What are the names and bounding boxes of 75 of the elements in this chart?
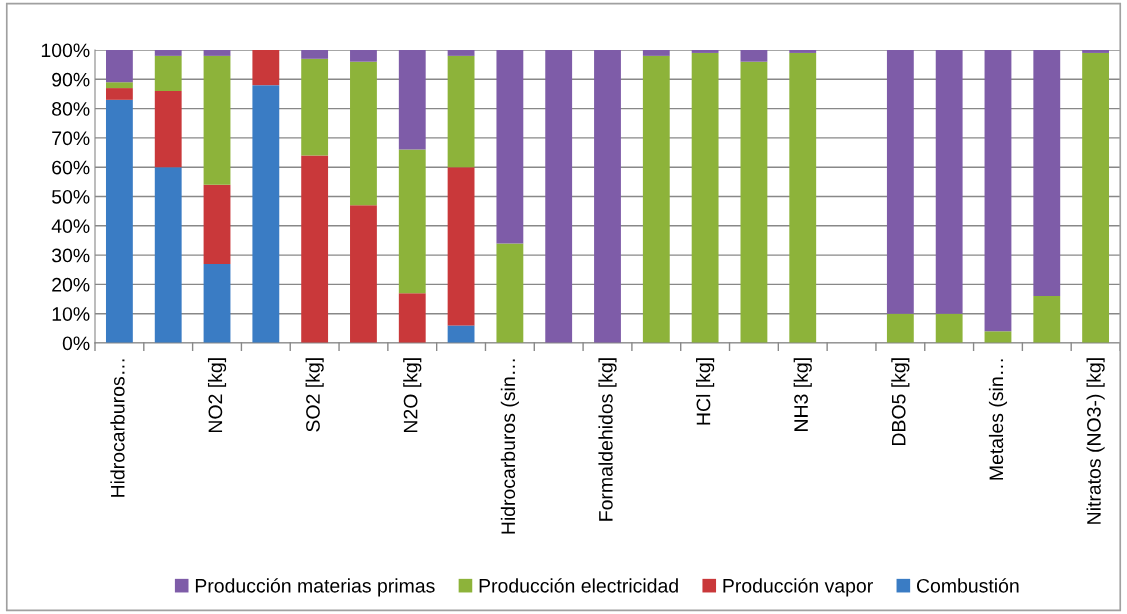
bar	[398, 149, 426, 294]
y-tick-label: 10%	[52, 307, 90, 321]
legend-label: Producción vapor	[723, 578, 873, 597]
bar	[691, 52, 719, 343]
y-tick-label: 0%	[62, 336, 90, 351]
bar	[105, 99, 133, 343]
bar	[447, 55, 475, 168]
bar	[1082, 50, 1110, 53]
bar	[105, 82, 133, 89]
x-tick-label: NO2 [kg]	[207, 358, 227, 433]
bar	[642, 50, 670, 56]
bar	[447, 50, 475, 56]
y-tick-label: 60%	[52, 160, 90, 175]
x-tick-label: Metales (sin…	[988, 359, 1008, 480]
bar	[740, 61, 768, 343]
y-tick-label: 30%	[51, 248, 90, 263]
bar	[594, 50, 621, 343]
y-tick-label: 70%	[52, 131, 90, 146]
x-tick-label: DBO5 [kg]	[891, 358, 910, 445]
bar	[398, 293, 426, 343]
bar	[1033, 50, 1061, 297]
legend-label: Producción materias primas	[195, 578, 435, 597]
bar	[105, 88, 133, 100]
bar	[984, 50, 1012, 332]
y-tick-label: 50%	[52, 189, 90, 204]
bar	[691, 50, 719, 53]
bar	[154, 91, 182, 168]
bar	[789, 52, 817, 343]
bar	[350, 50, 377, 62]
legend-label: Combustión	[916, 578, 1019, 593]
x-tick-label: Hidrocarburos…	[110, 359, 125, 497]
bar	[789, 50, 817, 53]
x-tick-label: HCl [kg]	[696, 358, 715, 425]
bar	[203, 263, 231, 343]
bar	[1082, 52, 1110, 343]
y-tick-label: 40%	[51, 219, 90, 234]
x-tick-label: Nitratos (NO3-) [kg]	[1086, 358, 1105, 524]
bar	[203, 55, 231, 185]
x-tick-label: NH3 [kg]	[793, 358, 812, 431]
bar	[886, 50, 914, 314]
y-tick-label: 100%	[41, 43, 90, 58]
bar	[301, 50, 329, 59]
bar	[301, 58, 329, 156]
bar	[545, 50, 573, 343]
y-tick-label: 80%	[52, 102, 90, 116]
bar	[447, 167, 475, 326]
bar	[496, 50, 524, 244]
bar	[886, 313, 914, 343]
bar	[984, 331, 1012, 343]
bar	[105, 50, 133, 83]
bar	[203, 184, 231, 264]
legend-label: Producción electricidad	[479, 578, 678, 593]
bar	[154, 50, 182, 56]
bar	[642, 55, 670, 343]
bar	[154, 55, 182, 92]
bar	[350, 205, 377, 343]
bar	[935, 50, 963, 314]
bar	[496, 243, 524, 343]
x-tick-label: Hidrocarburos (sin…	[500, 359, 519, 534]
bar	[252, 85, 280, 343]
bar	[1033, 296, 1061, 343]
bar	[203, 50, 231, 56]
bar	[350, 61, 377, 206]
bar	[935, 313, 963, 343]
x-tick-label: Formaldehidos [kg]	[598, 358, 617, 521]
y-tick-label: 90%	[52, 72, 90, 87]
bar	[154, 167, 182, 343]
bar	[447, 325, 475, 343]
bar	[398, 50, 426, 150]
bar	[301, 155, 329, 343]
y-tick-label: 20%	[52, 277, 90, 292]
x-tick-label: N2O [kg]	[403, 358, 422, 433]
bar	[252, 50, 280, 86]
x-tick-label: SO2 [kg]	[305, 358, 324, 432]
bar	[740, 50, 768, 62]
